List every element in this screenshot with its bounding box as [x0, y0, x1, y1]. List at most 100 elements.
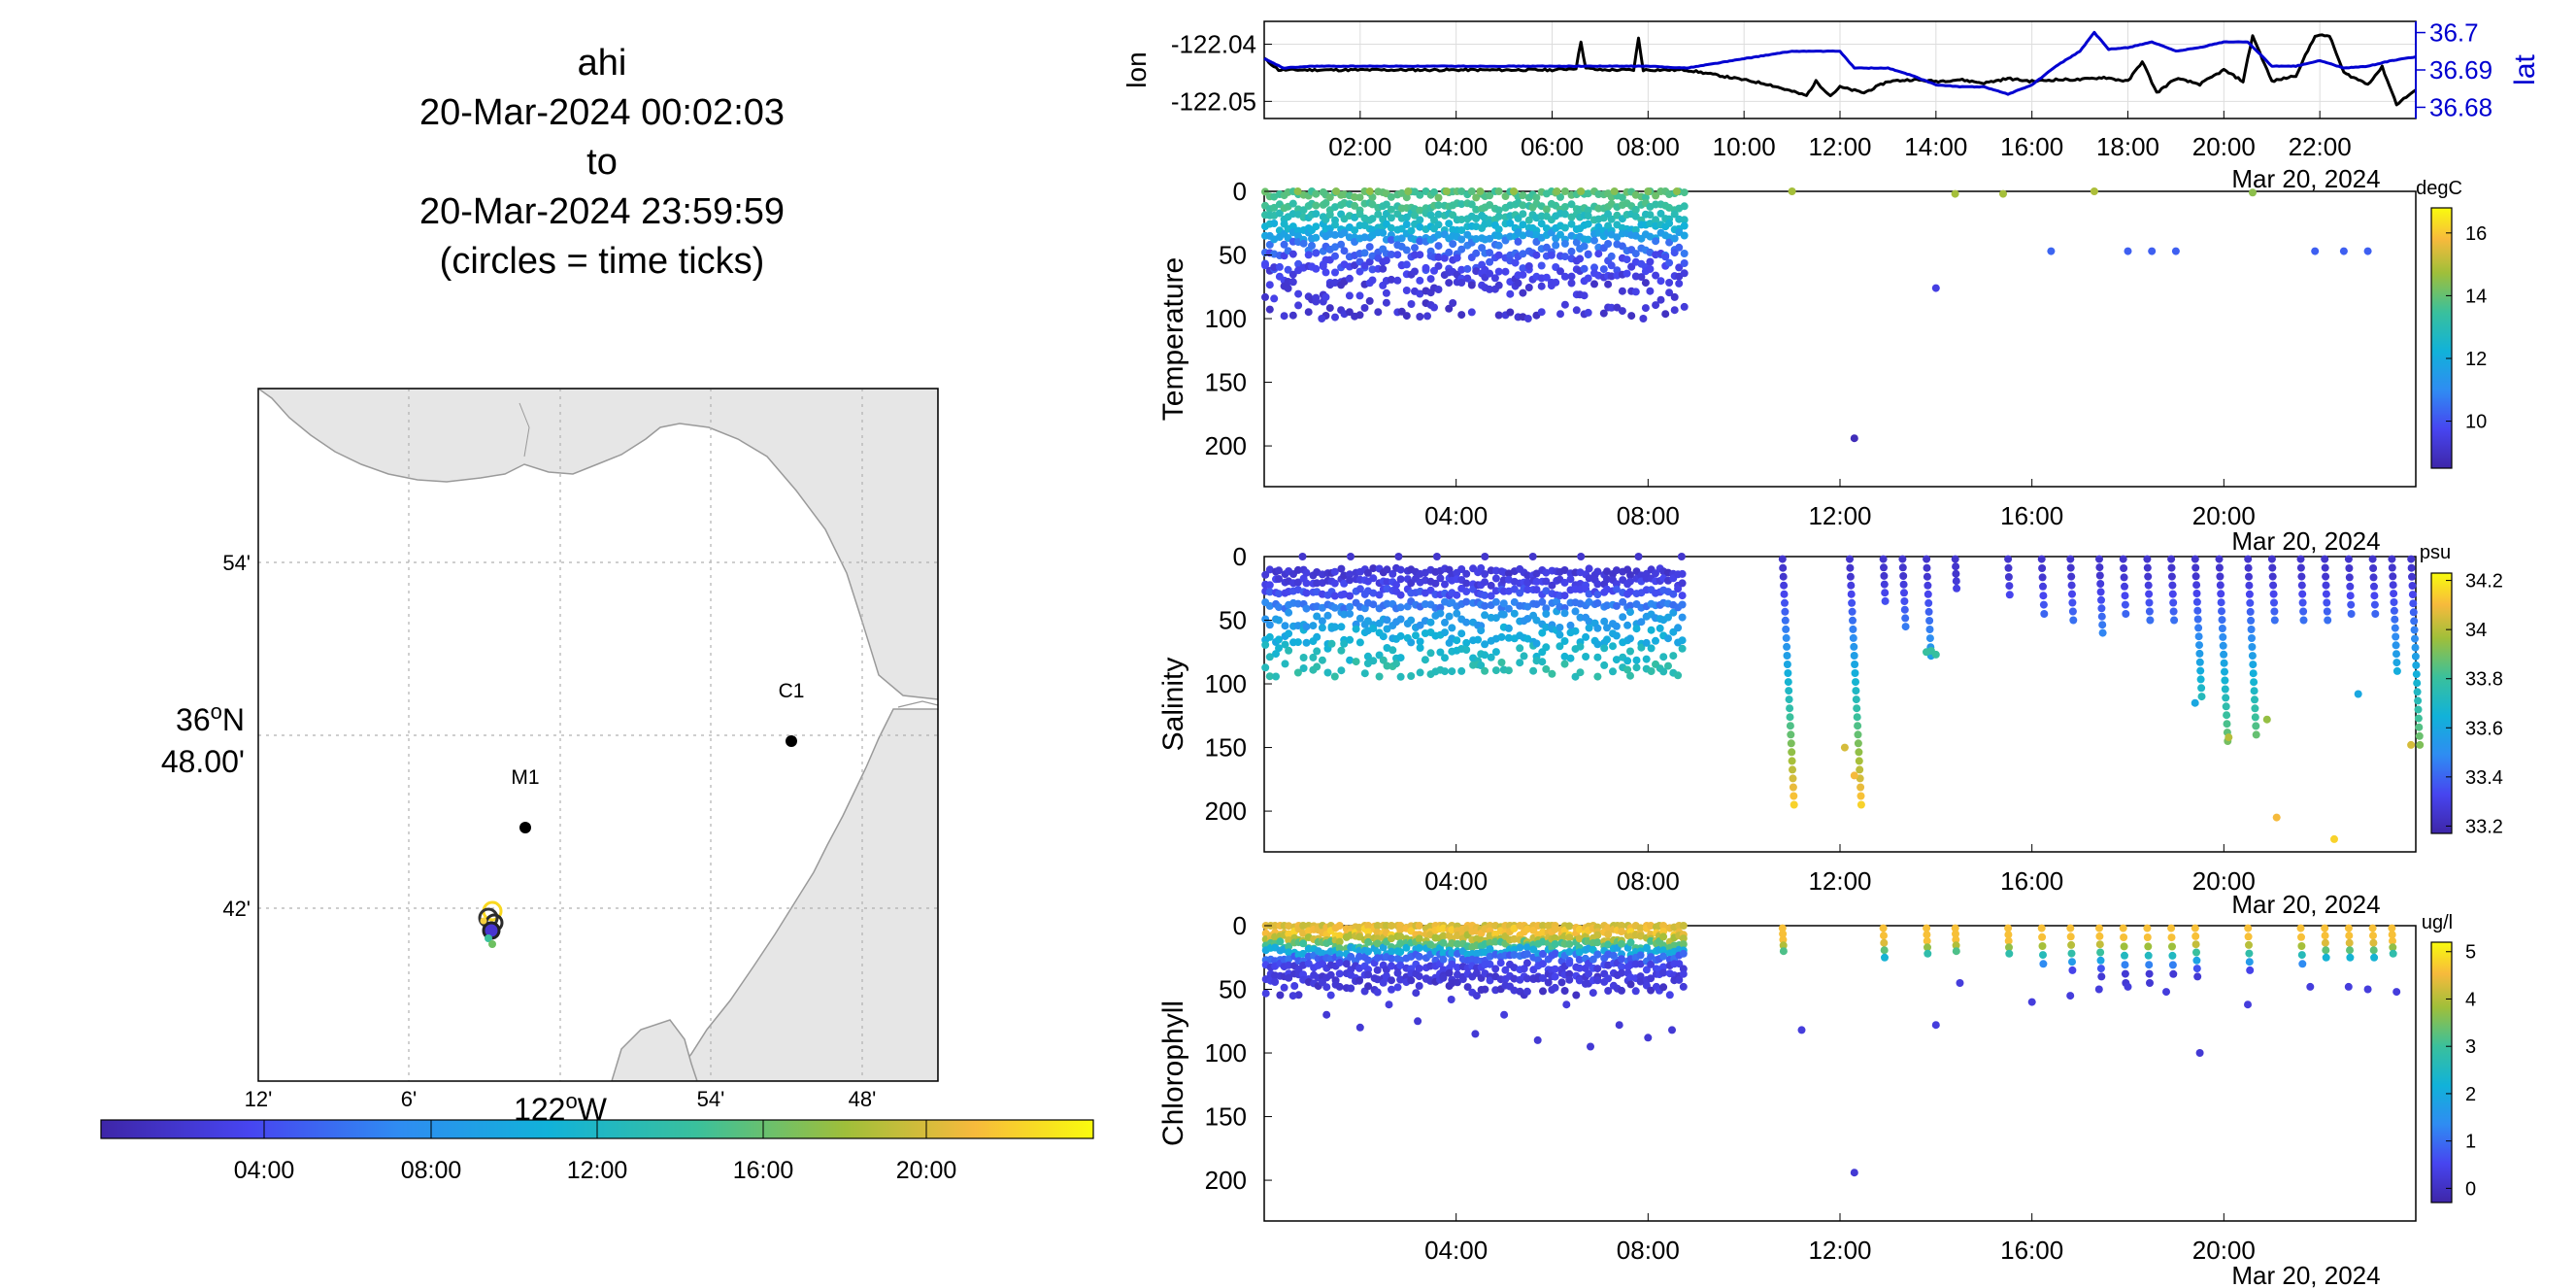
temperature-x-tick-label: 08:00: [1617, 501, 1680, 530]
chlorophyll-point: [1271, 978, 1280, 986]
temperature-point: [1652, 271, 1660, 280]
salinity-point: [1840, 743, 1849, 752]
salinity-point: [1330, 623, 1339, 631]
temperature-point: [1261, 261, 1269, 270]
salinity-point: [1383, 625, 1391, 633]
temperature-x-tick-label: 20:00: [2192, 501, 2256, 530]
salinity-point: [1642, 638, 1651, 647]
temperature-point: [2249, 188, 2257, 197]
temperature-point: [1519, 220, 1527, 229]
salinity-point: [1612, 601, 1621, 610]
salinity-point: [1847, 590, 1856, 598]
salinity-point: [1441, 667, 1449, 676]
salinity-point: [1582, 653, 1590, 661]
lon-lat-gridlines: [1264, 21, 2416, 119]
chlorophyll-point: [2145, 969, 2154, 978]
salinity-point: [1309, 653, 1318, 661]
salinity-point: [2097, 595, 2105, 604]
map-lat-suffix: N: [222, 702, 245, 737]
chlorophyll-point: [2192, 965, 2201, 973]
salinity-point: [2225, 733, 2233, 742]
temperature-point: [1319, 262, 1327, 271]
chlorophyll-point: [1355, 1023, 1364, 1032]
chlorophyll-colorbar-tick-label: 5: [2465, 942, 2476, 964]
chlorophyll-colorbar-tick-label: 3: [2465, 1036, 2476, 1058]
temperature-point: [1294, 289, 1303, 298]
chlorophyll-point: [1659, 922, 1668, 930]
chlorophyll-x-tick-label: 08:00: [1617, 1236, 1680, 1265]
salinity-point: [1477, 661, 1486, 669]
salinity-colorbar-tick-label: 33.8: [2465, 669, 2503, 691]
chlorophyll-point: [2169, 969, 2178, 978]
temperature-point: [1951, 189, 1959, 198]
salinity-point: [2411, 652, 2420, 661]
salinity-point: [1677, 553, 1686, 560]
chlorophyll-point: [1472, 968, 1481, 977]
chlorophyll-point: [1551, 933, 1559, 942]
chlorophyll-point: [2369, 938, 2378, 947]
salinity-point: [1337, 666, 1346, 675]
title-line-to: to: [586, 142, 618, 183]
temperature-point: [1560, 210, 1569, 219]
salinity-point: [1637, 618, 1646, 627]
temperature-point: [1402, 287, 1411, 294]
temperature-point: [1514, 279, 1522, 288]
salinity-point: [2216, 581, 2225, 590]
salinity-point: [2069, 616, 2078, 625]
chlorophyll-point: [1396, 975, 1405, 984]
chlorophyll-point: [1285, 955, 1293, 964]
salinity-point: [2195, 649, 2204, 658]
chlorophyll-point: [1636, 932, 1645, 940]
temperature-point: [1467, 281, 1476, 289]
salinity-point: [1585, 574, 1593, 583]
salinity-point: [2095, 555, 2103, 563]
temperature-point: [1288, 311, 1297, 320]
lat-series-line: [1263, 30, 2417, 96]
temperature-point: [1584, 220, 1592, 228]
temperature-point: [1365, 296, 1374, 305]
salinity-point: [2252, 722, 2260, 730]
chlorophyll-point: [2066, 932, 2075, 941]
chlorophyll-point: [1642, 944, 1651, 952]
salinity-point: [1360, 669, 1369, 678]
salinity-point: [1330, 592, 1339, 600]
chlorophyll-point: [2121, 951, 2128, 960]
salinity-point: [1441, 628, 1449, 637]
chlorophyll-point: [1388, 976, 1395, 985]
temperature-point: [1434, 286, 1443, 293]
salinity-point: [2066, 563, 2075, 572]
temperature-point: [1560, 239, 1569, 248]
chlorophyll-point: [2322, 953, 2330, 962]
chlorophyll-point: [1388, 934, 1395, 943]
salinity-point: [2248, 652, 2257, 661]
salinity-point: [1576, 668, 1585, 677]
chlorophyll-point: [1589, 989, 1597, 998]
chlorophyll-x-tick-label: 04:00: [1424, 1236, 1488, 1265]
chlorophyll-point: [1364, 947, 1373, 956]
salinity-point: [2248, 634, 2256, 642]
salinity-point: [1925, 617, 1934, 625]
salinity-point: [1416, 621, 1424, 629]
salinity-point: [1854, 722, 1862, 730]
salinity-point: [1669, 590, 1678, 598]
salinity-point: [1566, 575, 1575, 584]
temperature-point: [1411, 211, 1419, 220]
salinity-point: [1880, 563, 1888, 572]
salinity-point: [1302, 568, 1311, 577]
salinity-colorbar-tick-label: 33.4: [2465, 767, 2503, 789]
salinity-point: [1542, 610, 1551, 618]
chlorophyll-point: [1510, 951, 1519, 959]
station-c1-label: C1: [779, 680, 805, 702]
temperature-point: [1288, 278, 1297, 287]
temperature-point: [1560, 253, 1569, 261]
salinity-point: [2068, 607, 2077, 616]
salinity-point: [2323, 598, 2331, 607]
salinity-point: [1678, 613, 1687, 622]
lon-axis-label: lon: [1121, 51, 1152, 87]
chlorophyll-point: [1491, 965, 1500, 973]
temperature-point: [1670, 306, 1679, 315]
chlorophyll-point: [1880, 946, 1889, 955]
chlorophyll-point: [1779, 930, 1788, 938]
salinity-point: [1379, 632, 1388, 641]
chlorophyll-point: [1631, 987, 1640, 996]
